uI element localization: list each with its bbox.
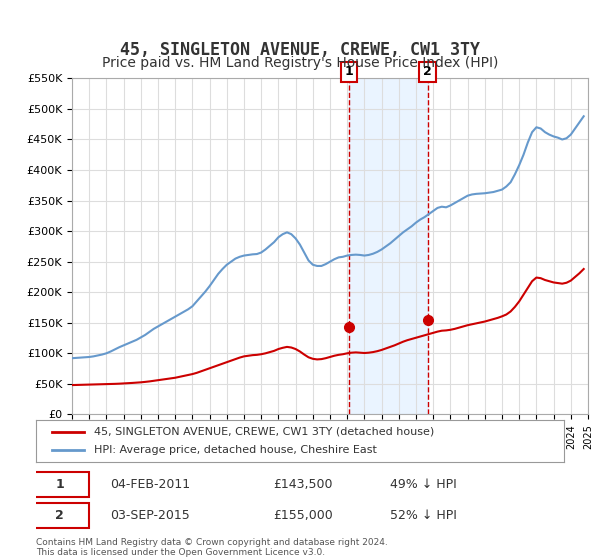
Text: 04-FEB-2011: 04-FEB-2011 (110, 478, 190, 491)
Text: 45, SINGLETON AVENUE, CREWE, CW1 3TY: 45, SINGLETON AVENUE, CREWE, CW1 3TY (120, 41, 480, 59)
Text: 52% ↓ HPI: 52% ↓ HPI (390, 508, 457, 522)
Bar (349, 78, 428, 414)
Text: 45, SINGLETON AVENUE, CREWE, CW1 3TY (detached house): 45, SINGLETON AVENUE, CREWE, CW1 3TY (de… (94, 427, 434, 437)
Text: 1: 1 (55, 478, 64, 491)
Text: 1: 1 (344, 66, 353, 78)
Text: HPI: Average price, detached house, Cheshire East: HPI: Average price, detached house, Ches… (94, 445, 377, 455)
Text: Price paid vs. HM Land Registry's House Price Index (HPI): Price paid vs. HM Land Registry's House … (102, 56, 498, 70)
FancyBboxPatch shape (31, 472, 89, 497)
Text: 03-SEP-2015: 03-SEP-2015 (110, 508, 190, 522)
Text: £143,500: £143,500 (274, 478, 333, 491)
Text: Contains HM Land Registry data © Crown copyright and database right 2024.
This d: Contains HM Land Registry data © Crown c… (36, 538, 388, 557)
Text: 2: 2 (423, 66, 432, 78)
Text: 2: 2 (55, 508, 64, 522)
Text: £155,000: £155,000 (274, 508, 334, 522)
FancyBboxPatch shape (31, 503, 89, 528)
Text: 49% ↓ HPI: 49% ↓ HPI (390, 478, 457, 491)
